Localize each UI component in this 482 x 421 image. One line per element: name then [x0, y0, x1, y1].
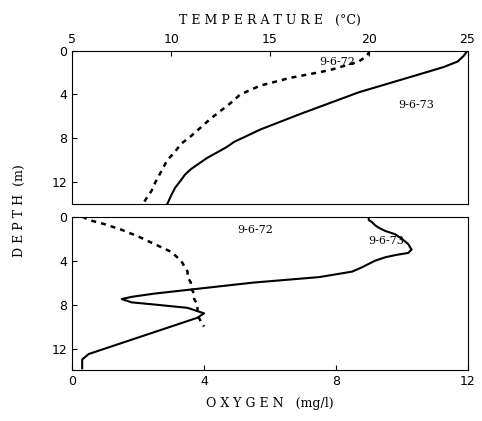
Text: 9-6-73: 9-6-73: [399, 100, 434, 109]
Text: 9-6-72: 9-6-72: [237, 225, 273, 235]
X-axis label: O X Y G E N   (mg/l): O X Y G E N (mg/l): [206, 397, 334, 410]
Text: D E P T H  (m): D E P T H (m): [13, 164, 26, 257]
Text: 9-6-73: 9-6-73: [369, 236, 404, 246]
X-axis label: T E M P E R A T U R E   (°C): T E M P E R A T U R E (°C): [179, 14, 361, 27]
Text: 9-6-72: 9-6-72: [320, 57, 355, 67]
